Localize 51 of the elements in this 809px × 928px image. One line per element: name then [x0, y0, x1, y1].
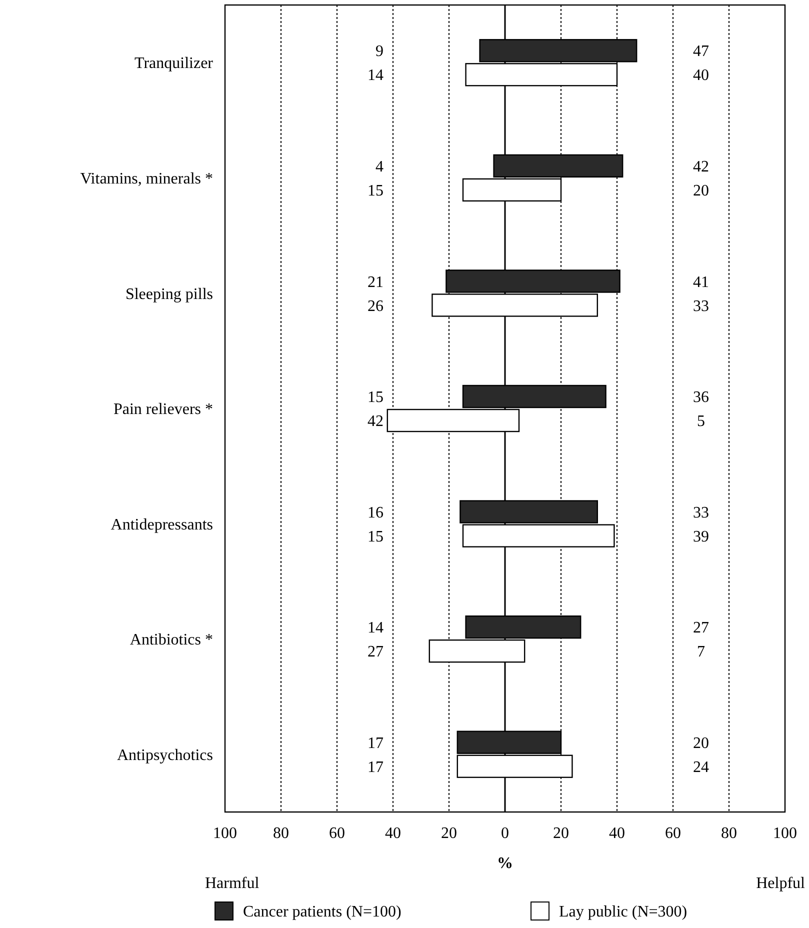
annotation: 42 [367, 413, 384, 430]
annotation: 33 [693, 298, 709, 315]
x-tick-label: 20 [553, 825, 569, 842]
annotation: 27 [367, 644, 384, 661]
x-tick-label: 100 [773, 825, 797, 842]
annotation: 17 [367, 758, 384, 776]
y-tick-label: Antidepressants [110, 516, 213, 534]
annotation: 33 [693, 504, 709, 522]
annotation: 40 [693, 67, 709, 84]
y-tick-label: Antibiotics * [130, 632, 213, 649]
annotation: 15 [367, 182, 384, 200]
annotation: 20 [693, 182, 709, 200]
y-tick-label: Vitamins, minerals * [80, 170, 213, 188]
legend-label: Cancer patients (N=100) [243, 904, 402, 921]
annotation: 16 [367, 504, 384, 522]
x-tick-label: 40 [609, 825, 625, 842]
annotation: 15 [367, 528, 384, 546]
y-tick-label: Pain relievers * [113, 401, 213, 418]
annotation: 26 [367, 298, 384, 315]
annotation: 5 [697, 413, 705, 430]
annotation: 27 [693, 620, 709, 637]
x-tick-label: 100 [213, 825, 237, 842]
annotation: 7 [697, 644, 705, 661]
x-tick-label: 60 [665, 825, 681, 842]
x-tick-label: 80 [721, 825, 737, 842]
annotation: 17 [367, 734, 384, 752]
annotation: 36 [693, 389, 709, 406]
annotation: 15 [367, 389, 384, 406]
y-tick-label: Antipsychotics [117, 746, 213, 764]
annotation: 14 [367, 620, 384, 637]
annotation: 42 [693, 158, 709, 176]
y-tick-label: Sleeping pills [125, 286, 213, 303]
annotation: 47 [693, 43, 709, 60]
legend-label: Lay public (N=300) [559, 904, 688, 921]
y-tick-label: Tranquilizer [134, 55, 214, 72]
x-tick-label: 0 [501, 825, 509, 842]
annotation: 4 [375, 158, 384, 176]
x-tick-label: 80 [273, 825, 289, 842]
x-tick-label: 60 [329, 825, 345, 842]
x-tick-label: 20 [441, 825, 457, 842]
x-tick-label: 40 [385, 825, 401, 842]
annotation: 41 [693, 274, 709, 291]
annotation: 20 [693, 734, 709, 752]
annotation: 21 [367, 274, 384, 291]
annotation: 24 [693, 758, 709, 776]
annotation: 9 [375, 43, 384, 60]
annotation: 39 [693, 528, 709, 546]
x-axis-title: % [497, 855, 513, 872]
text: Harmful [205, 875, 260, 892]
text: Helpful [756, 875, 806, 892]
annotation: 14 [367, 67, 384, 84]
